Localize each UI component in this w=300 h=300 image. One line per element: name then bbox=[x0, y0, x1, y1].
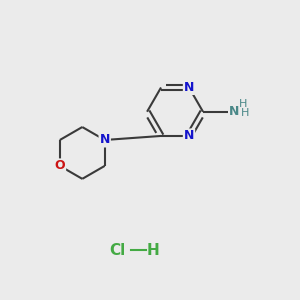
Text: N: N bbox=[184, 129, 194, 142]
Text: N: N bbox=[184, 81, 194, 94]
Text: H: H bbox=[241, 108, 249, 118]
Text: N: N bbox=[229, 105, 240, 118]
Text: H: H bbox=[238, 99, 247, 109]
Text: O: O bbox=[55, 159, 65, 172]
Text: H: H bbox=[147, 243, 159, 258]
Text: Cl: Cl bbox=[110, 243, 126, 258]
Text: N: N bbox=[100, 134, 110, 146]
